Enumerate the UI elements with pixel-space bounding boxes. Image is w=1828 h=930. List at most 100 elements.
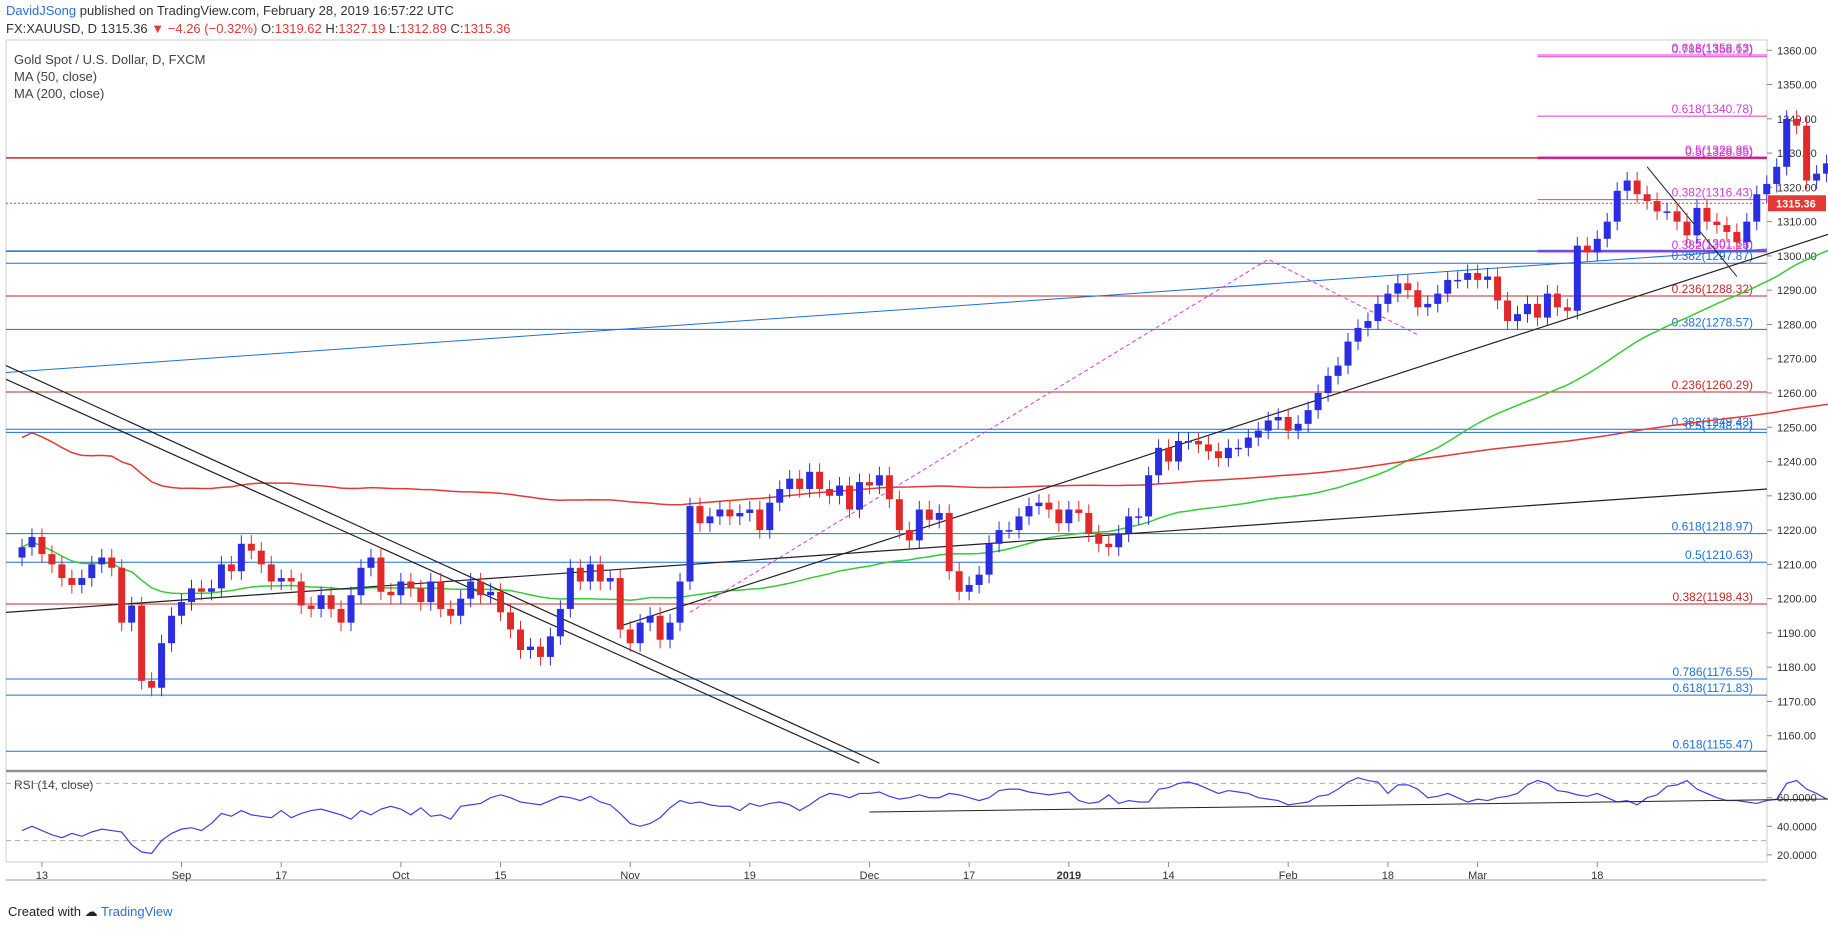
price-tick-label: 1210.00 bbox=[1777, 559, 1817, 571]
candle-body bbox=[1703, 207, 1711, 222]
candle-body bbox=[148, 680, 156, 688]
candle-body bbox=[1075, 509, 1083, 513]
candle-body bbox=[1713, 221, 1721, 226]
candle-body bbox=[1623, 180, 1631, 191]
candle-body bbox=[1214, 451, 1222, 459]
candle-body bbox=[1743, 221, 1751, 243]
candle-body bbox=[1533, 303, 1541, 318]
candle-body bbox=[796, 478, 804, 489]
candle-body bbox=[327, 595, 335, 609]
candle-body bbox=[1055, 509, 1063, 524]
candle-body bbox=[875, 475, 883, 486]
fib-level-label: 0.382(1249.43) bbox=[1672, 415, 1753, 429]
candle-body bbox=[217, 564, 225, 589]
candle-body bbox=[826, 488, 834, 496]
price-tick-label: 1250.00 bbox=[1777, 422, 1817, 434]
fib-level-label: 0.5(1328.85) bbox=[1685, 143, 1753, 157]
candle-body bbox=[1823, 163, 1828, 174]
author-link[interactable]: DavidJSong bbox=[6, 3, 77, 18]
candle-body bbox=[566, 567, 574, 609]
date-tick-label: 17 bbox=[275, 870, 287, 882]
candle-body bbox=[357, 567, 365, 596]
candle-body bbox=[1673, 211, 1681, 222]
candle-body bbox=[1523, 303, 1531, 315]
candle-body bbox=[158, 643, 166, 688]
fib-level-label: 0.382(1297.87) bbox=[1672, 249, 1753, 263]
candle-body bbox=[178, 602, 186, 616]
candle-body bbox=[1763, 183, 1771, 195]
candle-body bbox=[1165, 447, 1173, 462]
price-change: −4.26 (−0.32%) bbox=[167, 21, 258, 36]
candle-body bbox=[736, 512, 744, 517]
candle-body bbox=[865, 482, 873, 486]
candle-body bbox=[1803, 125, 1811, 181]
candle-body bbox=[317, 595, 325, 609]
candle-body bbox=[816, 471, 824, 489]
candle-body bbox=[1045, 502, 1053, 510]
price-tick-label: 1160.00 bbox=[1777, 731, 1816, 743]
high-label: H: bbox=[325, 21, 339, 36]
candle-body bbox=[1484, 276, 1492, 280]
fib-level-label: 0.786(1176.55) bbox=[1672, 665, 1753, 679]
candle-body bbox=[1464, 273, 1472, 280]
candle-body bbox=[786, 478, 794, 489]
candle-body bbox=[507, 612, 515, 630]
fib-level-label: 0.382(1301.15) bbox=[1672, 238, 1753, 252]
candle-body bbox=[1135, 516, 1143, 518]
fib-level-label: 0.618(1340.78) bbox=[1672, 102, 1753, 116]
trendline bbox=[5, 365, 880, 764]
date-tick-label: 18 bbox=[1382, 870, 1394, 882]
ma200-legend: MA (200, close) bbox=[14, 86, 105, 101]
candle-body bbox=[377, 557, 385, 592]
candle-body bbox=[1384, 293, 1392, 304]
candle-body bbox=[806, 471, 814, 489]
candle-body bbox=[1593, 238, 1601, 253]
candle-body bbox=[526, 646, 534, 651]
candle-body bbox=[28, 536, 36, 548]
fib-level-label: 0.618(1358.63) bbox=[1672, 41, 1753, 55]
date-tick-label: 18 bbox=[1591, 870, 1603, 882]
candle-body bbox=[487, 591, 495, 596]
date-tick-label: 2019 bbox=[1057, 870, 1081, 882]
rsi-line bbox=[21, 777, 1828, 855]
candle-body bbox=[1304, 410, 1312, 424]
candle-body bbox=[517, 629, 524, 651]
candle-body bbox=[536, 646, 544, 657]
candle-body bbox=[88, 564, 96, 579]
price-tick-label: 1230.00 bbox=[1777, 491, 1817, 503]
candle-body bbox=[995, 530, 1003, 544]
candle-body bbox=[38, 536, 46, 555]
candle-body bbox=[1773, 166, 1781, 184]
candle-body bbox=[985, 543, 993, 575]
candle-body bbox=[855, 482, 863, 510]
candle-body bbox=[128, 605, 136, 623]
fib-level-label: 0.5(1248.52) bbox=[1685, 418, 1753, 432]
fib-level-label: 0.382(1278.57) bbox=[1672, 315, 1753, 329]
tradingview-brand[interactable]: TradingView bbox=[101, 904, 173, 919]
candle-body bbox=[1234, 447, 1242, 450]
publish-info: DavidJSong published on TradingView.com,… bbox=[6, 3, 454, 18]
candle-body bbox=[1753, 194, 1761, 222]
candle-body bbox=[1733, 231, 1741, 243]
candle-body bbox=[138, 605, 146, 681]
candle-body bbox=[1613, 190, 1621, 222]
candle-body bbox=[576, 567, 584, 582]
candle-body bbox=[497, 591, 505, 613]
low-label: L: bbox=[389, 21, 400, 36]
trendline bbox=[620, 233, 1828, 627]
candle-body bbox=[586, 564, 594, 582]
candle-body bbox=[1603, 221, 1611, 239]
candle-body bbox=[257, 550, 265, 565]
candle-body bbox=[945, 512, 953, 572]
fib-level-label: 0.618(1218.97) bbox=[1672, 520, 1753, 534]
candle-body bbox=[666, 622, 674, 640]
candle-body bbox=[48, 554, 56, 565]
candle-body bbox=[1474, 273, 1482, 280]
chart-title: Gold Spot / U.S. Dollar, D, FXCM bbox=[14, 52, 206, 67]
candle-body bbox=[1354, 327, 1362, 342]
fib-level-label: 0.5(1328.35) bbox=[1685, 145, 1753, 159]
candle-body bbox=[1683, 221, 1691, 236]
candle-body bbox=[1115, 533, 1123, 548]
candle-body bbox=[1723, 225, 1731, 232]
